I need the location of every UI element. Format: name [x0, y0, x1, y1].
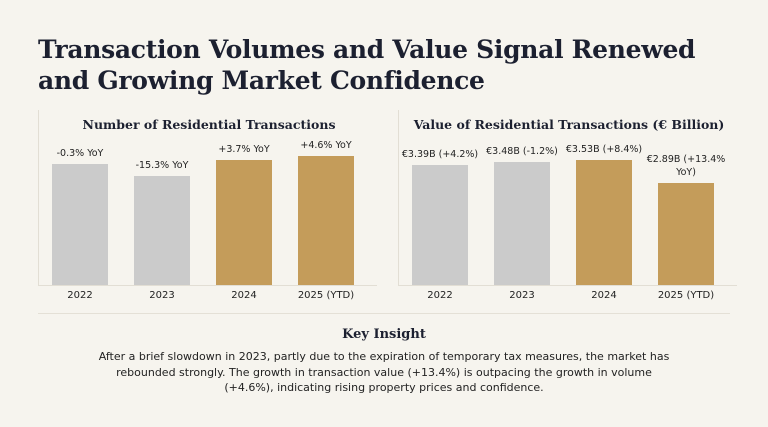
bar — [576, 160, 632, 285]
x-tick-label: 2024 — [591, 290, 617, 301]
data-label: €3.39B (+4.2%) — [401, 148, 479, 160]
data-label: -15.3% YoY — [135, 160, 189, 171]
data-label: €3.48B (-1.2%) — [486, 145, 558, 157]
insight-text: After a brief slowdown in 2023, partly d… — [98, 350, 670, 394]
x-tick-label: 2025 (YTD) — [297, 290, 355, 301]
bar — [52, 164, 108, 285]
x-tick-label: 2023 — [509, 290, 535, 301]
separator — [38, 313, 730, 314]
x-tick-label: 2024 — [231, 290, 257, 301]
chart-title: Value of Residential Transactions (€ Bil… — [413, 117, 725, 132]
data-label: -0.3% YoY — [56, 148, 104, 159]
bar — [658, 182, 714, 285]
data-label: €2.89B (+13.4% YoY) — [646, 153, 726, 178]
bar — [494, 161, 550, 285]
bar — [216, 160, 272, 285]
x-tick-label: 2025 (YTD) — [657, 290, 715, 301]
data-label: +4.6% YoY — [300, 140, 352, 151]
bar — [298, 156, 354, 285]
insight-title: Key Insight — [342, 327, 426, 342]
bar — [134, 176, 190, 285]
page-title: Transaction Volumes and Value Signal Ren… — [38, 35, 696, 95]
data-label: +3.7% YoY — [218, 144, 270, 155]
chart-title: Number of Residential Transactions — [82, 117, 336, 132]
x-tick-label: 2023 — [149, 290, 175, 301]
plot-frame — [398, 110, 737, 286]
bar — [412, 164, 468, 285]
x-tick-label: 2022 — [67, 290, 93, 301]
plot-frame — [38, 110, 377, 286]
data-label: €3.53B (+8.4%) — [565, 144, 643, 155]
x-tick-label: 2022 — [427, 290, 453, 301]
